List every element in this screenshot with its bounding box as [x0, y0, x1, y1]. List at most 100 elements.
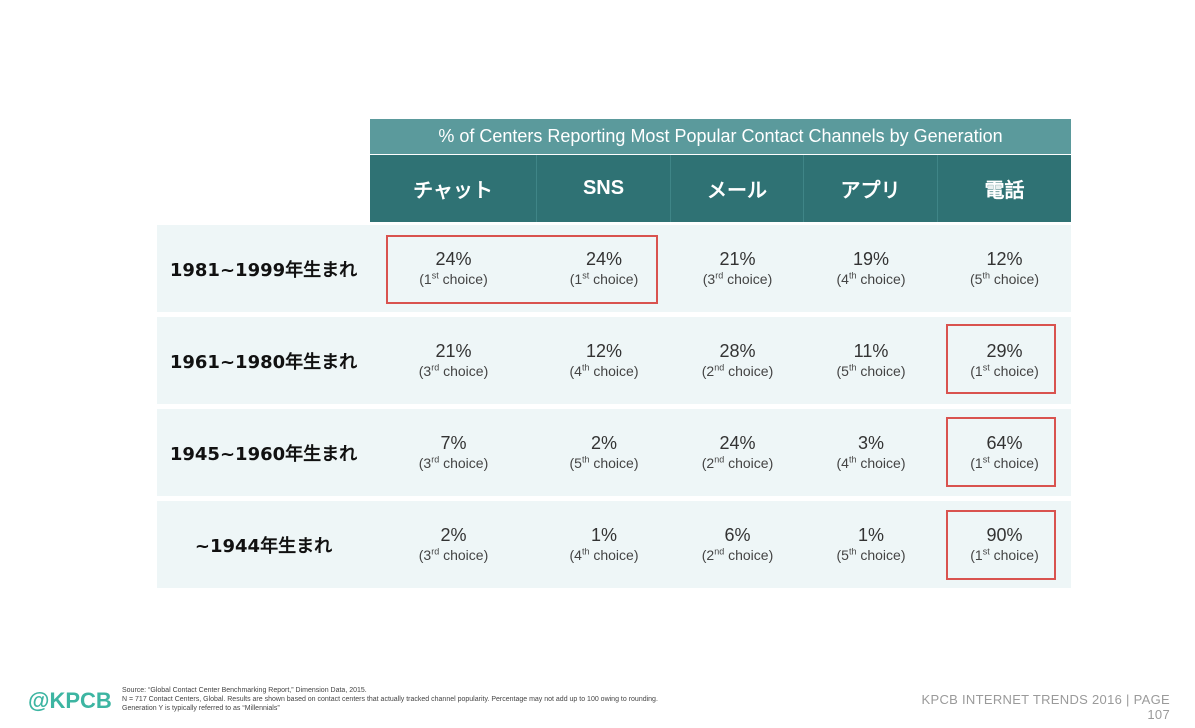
table-cell: 12% (4th choice) — [537, 317, 671, 404]
choice-word: choice — [443, 363, 484, 379]
rank-suffix: nd — [714, 454, 725, 465]
percentage-value: 24% — [585, 249, 623, 269]
rank-suffix: nd — [714, 362, 725, 373]
rank-number: 5 — [841, 547, 849, 563]
source-line: Generation Y is typically referred to as… — [122, 705, 280, 712]
choice-rank: (2nd choice) — [701, 546, 774, 563]
rank-suffix: rd — [715, 270, 724, 281]
rank-suffix: th — [848, 454, 857, 465]
choice-rank: (2nd choice) — [701, 454, 774, 471]
rank-number: 5 — [574, 455, 582, 471]
rank-number: 3 — [423, 455, 432, 471]
percentage-value: 29% — [986, 341, 1023, 361]
table-cell: 11% (5th choice) — [804, 317, 938, 404]
rank-number: 5 — [841, 363, 849, 379]
choice-rank: (3rd choice) — [418, 454, 489, 471]
rank-number: 2 — [706, 455, 715, 471]
rank-suffix: rd — [431, 454, 440, 465]
rank-number: 2 — [706, 363, 715, 379]
choice-word: choice — [593, 547, 634, 563]
table-row: 1945~1960年生まれ 7% (3rd choice) 2% (5th choice… — [157, 409, 1071, 496]
rank-suffix: th — [581, 362, 590, 373]
choice-word: choice — [860, 271, 901, 287]
kpcb-logo: @KPCB — [28, 688, 112, 713]
table-cell: 24% (1st choice) — [537, 225, 671, 312]
choice-rank: (1st choice) — [970, 454, 1039, 471]
rank-suffix: st — [582, 270, 590, 281]
column-header: SNS — [537, 155, 671, 222]
choice-rank: (5th choice) — [836, 362, 906, 379]
choice-word: choice — [443, 455, 484, 471]
rank-number: 2 — [706, 547, 715, 563]
choice-rank: (4th choice) — [836, 270, 906, 287]
choice-word: choice — [727, 271, 768, 287]
rank-number: 1 — [574, 271, 583, 287]
table-row: 1961~1980年生まれ 21% (3rd choice) 12% (4th choi… — [157, 317, 1071, 404]
column-header: メール — [671, 155, 804, 222]
page-footer: KPCB INTERNET TRENDS 2016 | PAGE 107 — [922, 692, 1171, 722]
choice-rank: (1st choice) — [970, 546, 1039, 563]
column-header: アプリ — [804, 155, 938, 222]
rank-number: 5 — [974, 271, 983, 287]
choice-rank: (2nd choice) — [701, 362, 774, 379]
rank-number: 4 — [574, 547, 582, 563]
generation-label: 1945~1960年生まれ — [169, 443, 358, 465]
choice-rank: (3rd choice) — [418, 546, 489, 563]
rank-number: 3 — [707, 271, 716, 287]
generation-label: ~1944年生まれ — [194, 535, 333, 557]
percentage-value: 24% — [719, 433, 756, 453]
rank-number: 1 — [974, 547, 983, 563]
generation-label: 1961~1980年生まれ — [169, 351, 358, 373]
percentage-value: 24% — [435, 249, 472, 269]
rank-number: 1 — [974, 363, 983, 379]
rank-number: 3 — [423, 363, 432, 379]
percentage-value: 7% — [440, 433, 467, 453]
choice-rank: (3rd choice) — [702, 270, 773, 287]
choice-word: choice — [728, 455, 769, 471]
choice-word: choice — [593, 271, 634, 287]
table-cell: 1% (5th choice) — [804, 501, 938, 588]
choice-word: choice — [993, 547, 1035, 563]
choice-rank: (3rd choice) — [418, 362, 489, 379]
percentage-value: 21% — [719, 249, 756, 269]
choice-word: choice — [728, 363, 769, 379]
table-cell: 24% (1st choice) — [370, 225, 537, 312]
rank-suffix: th — [848, 362, 857, 373]
choice-rank: (1st choice) — [419, 270, 488, 287]
source-line: N = 717 Contact Centers, Global. Results… — [122, 696, 658, 703]
percentage-value: 28% — [719, 341, 756, 361]
percentage-value: 2% — [440, 525, 467, 545]
choice-word: choice — [993, 363, 1035, 379]
choice-word: choice — [728, 547, 769, 563]
choice-rank: (4th choice) — [836, 454, 906, 471]
choice-rank: (1st choice) — [970, 362, 1039, 379]
rank-number: 1 — [423, 271, 432, 287]
percentage-value: 3% — [857, 433, 884, 453]
table-cell: 1% (4th choice) — [537, 501, 671, 588]
choice-word: choice — [593, 363, 634, 379]
table-cell: 6% (2nd choice) — [671, 501, 804, 588]
choice-word: choice — [993, 271, 1035, 287]
rank-suffix: th — [848, 270, 857, 281]
table-cell: 21% (3rd choice) — [671, 225, 804, 312]
percentage-value: 12% — [986, 249, 1023, 269]
table-row: ~1944年生まれ 2% (3rd choice) 1% (4th choice) 6%(… — [157, 501, 1071, 588]
percentage-value: 1% — [590, 525, 617, 545]
choice-rank: (5th choice) — [569, 454, 639, 471]
table-cell: 7% (3rd choice) — [370, 409, 537, 496]
generation-label: 1981~1999年生まれ — [169, 259, 358, 281]
percentage-value: 12% — [585, 341, 623, 361]
source-line: Source: “Global Contact Center Benchmark… — [122, 687, 367, 694]
page-number: 107 — [1147, 707, 1170, 722]
choice-rank: (5th choice) — [969, 270, 1039, 287]
rank-suffix: th — [982, 270, 990, 281]
table-cell: 12% (5th choice) — [938, 225, 1071, 312]
column-header: チャット — [370, 155, 537, 222]
rank-number: 4 — [841, 271, 849, 287]
percentage-value: 21% — [435, 341, 472, 361]
percentage-value: 90% — [986, 525, 1023, 545]
rank-suffix: th — [848, 546, 857, 557]
table-cell: 29% (1st choice) — [938, 317, 1071, 404]
choice-word: choice — [443, 547, 484, 563]
percentage-value: 1% — [857, 525, 884, 545]
